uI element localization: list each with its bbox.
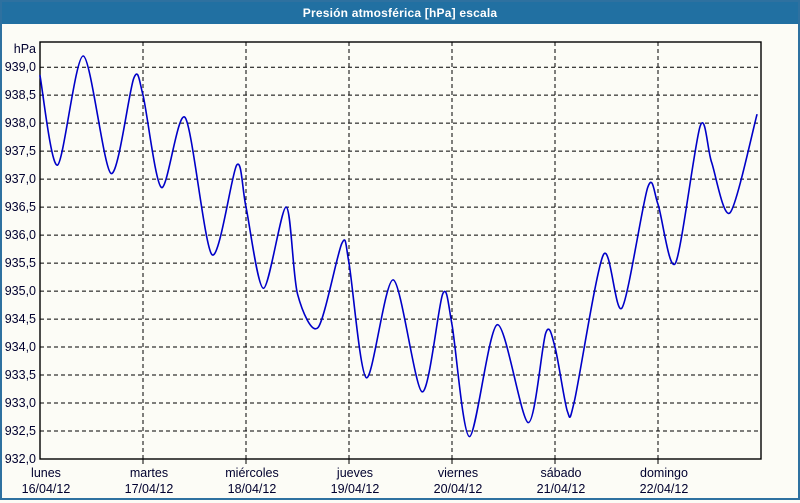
y-axis-tick-label: 933,0	[5, 396, 36, 410]
y-axis-tick-label: 938,0	[5, 116, 36, 130]
x-axis-date-label: 22/04/12	[640, 482, 689, 496]
plot-border	[39, 41, 762, 460]
window-title-bar: Presión atmosférica [hPa] escala	[2, 2, 798, 24]
y-axis-tick-label: 937,5	[5, 144, 36, 158]
x-axis-date-label: 16/04/12	[22, 482, 71, 496]
x-axis-day-label: viernes	[438, 466, 478, 480]
y-axis-tick-label: 932,5	[5, 424, 36, 438]
x-axis-day-label: domingo	[640, 466, 688, 480]
y-axis-tick-label: 932,0	[5, 452, 36, 466]
pressure-line	[39, 55, 758, 438]
y-axis-tick-label: 937,0	[5, 172, 36, 186]
y-axis-tick-label: 935,5	[5, 256, 36, 270]
x-axis-day-label: lunes	[31, 466, 61, 480]
x-axis-date-label: 20/04/12	[434, 482, 483, 496]
x-axis-day-label: jueves	[336, 466, 373, 480]
y-axis-tick-label: 938,5	[5, 88, 36, 102]
y-axis-tick-label: 936,5	[5, 200, 36, 214]
y-axis-tick-label: 934,0	[5, 340, 36, 354]
x-axis-day-label: sábado	[540, 466, 581, 480]
x-axis-date-label: 17/04/12	[125, 482, 174, 496]
y-axis-unit-label: hPa	[14, 42, 36, 56]
window-title: Presión atmosférica [hPa] escala	[302, 6, 498, 20]
y-axis-tick-label: 934,5	[5, 312, 36, 326]
y-axis-tick-label: 933,5	[5, 368, 36, 382]
x-axis-day-label: martes	[130, 466, 168, 480]
x-axis-date-label: 19/04/12	[331, 482, 380, 496]
y-axis-tick-label: 939,0	[5, 60, 36, 74]
y-axis-tick-label: 935,0	[5, 284, 36, 298]
x-axis-date-label: 18/04/12	[228, 482, 277, 496]
x-axis-day-label: miércoles	[225, 466, 279, 480]
y-axis-tick-label: 936,0	[5, 228, 36, 242]
x-axis-date-label: 21/04/12	[537, 482, 586, 496]
